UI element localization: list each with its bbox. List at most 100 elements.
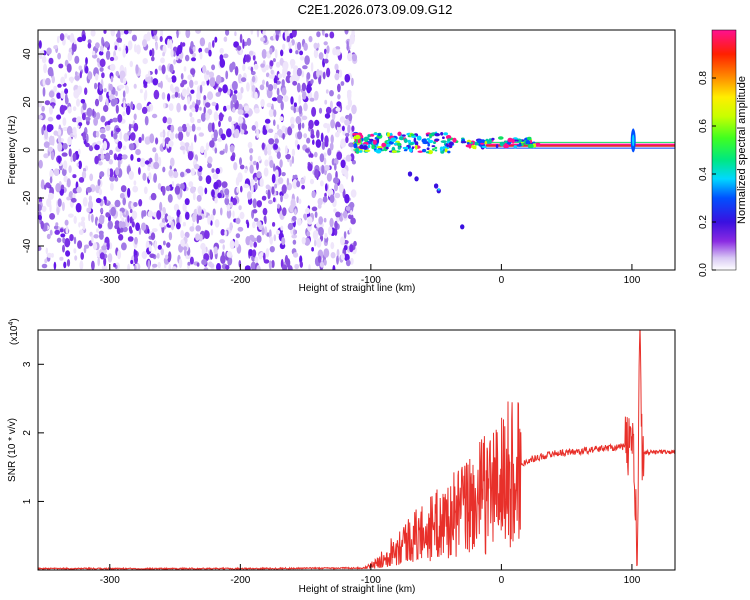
noise-dot [86,107,93,118]
signal-blob [414,176,419,182]
noise-dot [341,168,347,175]
signal-blob [370,133,375,137]
noise-dot [78,177,85,183]
x-tick-label: -300 [100,275,120,286]
noise-dot [56,92,61,99]
noise-dot [259,177,264,187]
noise-dot [129,143,135,151]
noise-dot [73,215,77,224]
noise-dot [273,82,278,90]
colorbar-ticks: 0.0 0.2 0.4 0.6 0.8 [698,71,716,277]
noise-dot [293,102,297,108]
noise-dot [263,259,270,264]
noise-dot [265,72,270,78]
x-tick-label: 100 [624,575,641,586]
noise-dot [148,244,152,252]
noise-dot [78,229,84,235]
noise-dot [329,90,334,97]
noise-dot [277,203,280,209]
noise-dot [340,159,346,169]
signal-blob [409,147,413,153]
noise-dot [179,183,185,190]
signal-blob [434,138,440,142]
noise-dot [325,106,332,114]
signal-blob [397,146,401,150]
noise-dot [274,183,278,189]
noise-dot [323,41,328,46]
noise-dot [226,251,233,258]
noise-dot [326,45,330,54]
noise-dot [239,164,245,170]
noise-dot [180,73,184,80]
signal-blob [480,142,485,145]
bottom-y-scale-note: (x104) [8,318,20,345]
noise-dot [98,93,103,103]
noise-dot [133,122,139,132]
noise-dot [350,257,354,265]
noise-dot [192,46,196,53]
signal-blob [425,151,430,154]
noise-dot [113,153,118,161]
signal-blob [513,145,517,149]
noise-dot [48,135,54,146]
snr-series-line [38,330,675,570]
noise-dot [160,248,164,256]
noise-dot [322,71,326,80]
scale-note-exponent: 4 [8,322,15,326]
noise-dot [250,30,254,35]
noise-dot [323,248,330,258]
noise-dot [271,97,278,102]
noise-dot [252,249,257,258]
noise-dot [99,252,105,260]
noise-dot [195,225,201,232]
signal-blob [498,136,504,140]
noise-dot [218,112,224,122]
noise-dot [197,185,204,195]
noise-dot [264,226,268,236]
noise-dot [53,225,59,230]
noise-dot [207,122,213,133]
signal-blob [437,188,440,191]
noise-dot [87,39,92,44]
noise-dot [239,157,242,166]
noise-dot [204,187,208,195]
noise-dot [133,202,138,207]
noise-dot [231,80,238,91]
signal-blob [448,141,454,146]
noise-dot [92,242,98,250]
noise-dot [344,30,349,35]
noise-dot [75,71,78,76]
noise-dot [244,168,248,174]
noise-dot [226,204,231,212]
noise-dot [99,171,105,178]
noise-dot [262,125,266,134]
noise-dot [72,193,76,199]
noise-dot [81,170,87,179]
noise-dot [298,198,302,205]
noise-dot [109,149,113,155]
noise-dot [301,122,305,129]
noise-dot [250,261,257,270]
noise-dot [57,155,62,164]
noise-dot [57,83,62,88]
signal-blob [410,133,415,136]
noise-dot [214,36,218,43]
noise-dot [238,117,244,124]
noise-dot [211,122,215,133]
noise-dot [55,222,59,227]
noise-dot [61,152,68,157]
scale-note-base: (x10 [9,325,20,345]
noise-dot [344,119,350,126]
noise-dot [299,50,304,56]
noise-dot [46,233,51,240]
noise-dot [164,254,169,260]
noise-dot [199,37,206,47]
noise-dot [131,34,137,42]
noise-dot [125,105,131,116]
signal-blob [440,140,447,144]
noise-dot [304,215,307,221]
noise-dot [171,94,176,99]
signal-blob [427,150,434,155]
noise-dot [273,119,276,126]
noise-dot [351,77,354,87]
